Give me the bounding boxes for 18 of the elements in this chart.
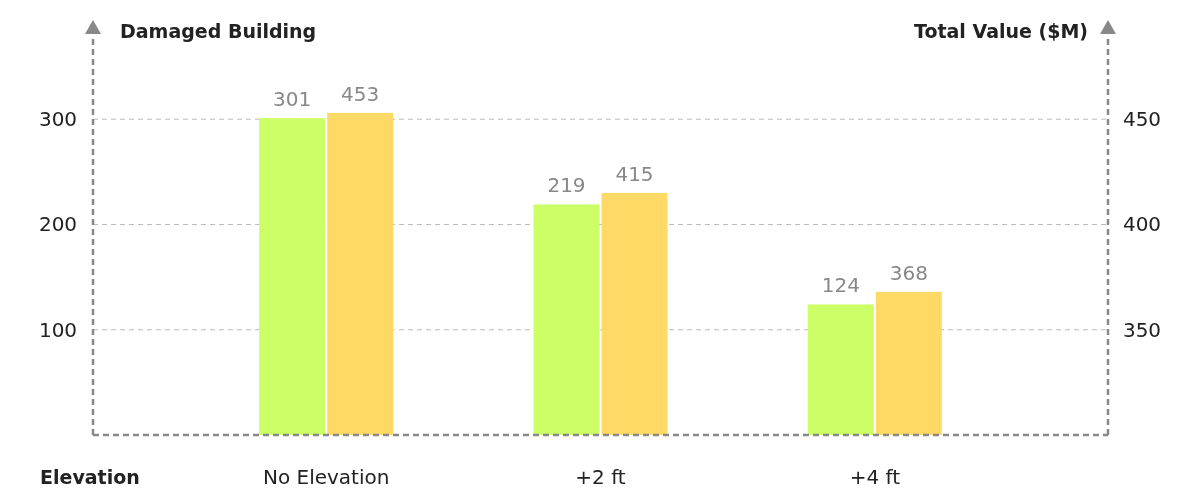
y2-axis-title: Total Value ($M) [913,20,1088,42]
data-label: 301 [273,87,312,112]
y2-tick-label: 350 [1122,317,1162,342]
data-label: 368 [889,260,928,285]
y2-tick-label: 450 [1122,107,1162,132]
data-label: 453 [341,81,380,106]
y2-tick-label: 400 [1122,212,1162,237]
y-axis-title: Damaged Building [120,20,317,42]
y-tick-label: 200 [38,212,78,237]
data-label: 124 [821,273,860,298]
y-tick-label: 100 [38,317,78,342]
data-label: 219 [547,173,586,198]
data-label: 415 [615,161,654,186]
x-axis-title: Elevation [40,466,140,488]
x-tick-label: No Elevation [262,465,390,489]
x-tick-label: +4 ft [849,465,901,489]
y-tick-label: 300 [38,107,78,132]
x-tick-label: +2 ft [575,465,626,489]
